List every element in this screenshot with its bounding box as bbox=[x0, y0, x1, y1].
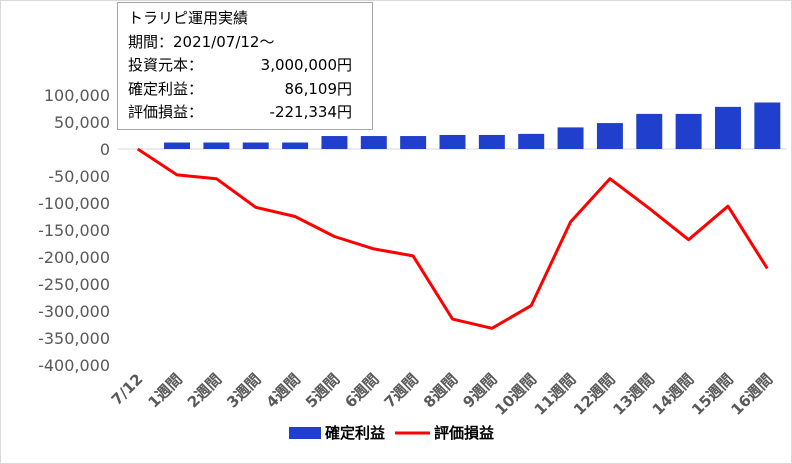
info-period: 期間：2021/07/12～ bbox=[128, 32, 275, 51]
legend-label-bar: 確定利益 bbox=[324, 424, 385, 442]
x-tick-label: 15週間 bbox=[688, 370, 737, 419]
bar bbox=[518, 133, 545, 149]
bar bbox=[282, 142, 309, 149]
bar bbox=[164, 142, 191, 149]
line-series-hyouka bbox=[136, 147, 769, 330]
y-tick-label: -50,000 bbox=[48, 167, 110, 186]
x-tick-label: 1週間 bbox=[145, 370, 186, 411]
y-tick-label: -100,000 bbox=[38, 194, 110, 213]
x-tick-label: 16週間 bbox=[727, 370, 776, 419]
bar bbox=[714, 106, 741, 149]
y-tick-label: 100,000 bbox=[44, 86, 110, 105]
info-title: トラリピ運用実績 bbox=[128, 9, 249, 27]
x-tick-label: 3週間 bbox=[223, 370, 264, 411]
bar bbox=[242, 142, 269, 149]
bar bbox=[478, 134, 505, 149]
bar bbox=[360, 136, 387, 149]
bar bbox=[596, 123, 623, 149]
bar bbox=[439, 134, 466, 149]
bar bbox=[400, 136, 427, 149]
x-tick-label: 7/12 bbox=[108, 370, 147, 409]
x-tick-label: 5週間 bbox=[302, 370, 343, 411]
x-tick-label: 8週間 bbox=[420, 370, 461, 411]
bar-series-kakutei bbox=[164, 102, 781, 149]
x-tick-label: 4週間 bbox=[263, 370, 304, 411]
y-tick-label: -200,000 bbox=[38, 248, 110, 267]
x-tick-label: 13週間 bbox=[609, 370, 658, 419]
y-tick-label: -150,000 bbox=[38, 221, 110, 240]
x-tick-label: 10週間 bbox=[491, 370, 540, 419]
legend: 確定利益 評価損益 bbox=[289, 424, 494, 442]
x-tick-label: 2週間 bbox=[184, 370, 225, 411]
x-tick-label: 6週間 bbox=[341, 370, 382, 411]
x-tick-label: 14週間 bbox=[649, 370, 698, 419]
x-tick-label: 7週間 bbox=[381, 370, 422, 411]
y-tick-label: -250,000 bbox=[38, 275, 110, 294]
x-tick-label: 12週間 bbox=[570, 370, 619, 419]
bar bbox=[203, 142, 230, 149]
x-axis-labels: 7/121週間2週間3週間4週間5週間6週間7週間8週間9週間10週間11週間1… bbox=[108, 370, 776, 419]
y-axis-labels: 100,000 50,000 0 -50,000 -100,000 -150,000 -20… bbox=[38, 86, 110, 375]
bar bbox=[675, 113, 702, 149]
info-row-unrealized: 評価損益： -221,334円 bbox=[128, 103, 352, 121]
bar bbox=[321, 136, 348, 149]
info-row-principal: 投資元本： 3,000,000円 bbox=[128, 56, 352, 74]
bar bbox=[754, 102, 781, 149]
y-tick-label: -400,000 bbox=[38, 356, 110, 375]
y-tick-label: 50,000 bbox=[54, 113, 110, 132]
y-tick-label: -300,000 bbox=[38, 302, 110, 321]
info-box: トラリピ運用実績 期間：2021/07/12～ 投資元本： 3,000,000円… bbox=[117, 2, 373, 130]
x-tick-label: 11週間 bbox=[531, 370, 580, 419]
bar bbox=[557, 127, 584, 149]
info-row-realized: 確定利益： 86,109円 bbox=[128, 79, 352, 98]
legend-swatch-bar bbox=[289, 427, 321, 439]
y-tick-label: -350,000 bbox=[38, 329, 110, 348]
legend-label-line: 評価損益 bbox=[434, 424, 494, 442]
y-tick-label: 0 bbox=[100, 140, 110, 159]
bar bbox=[636, 113, 663, 149]
